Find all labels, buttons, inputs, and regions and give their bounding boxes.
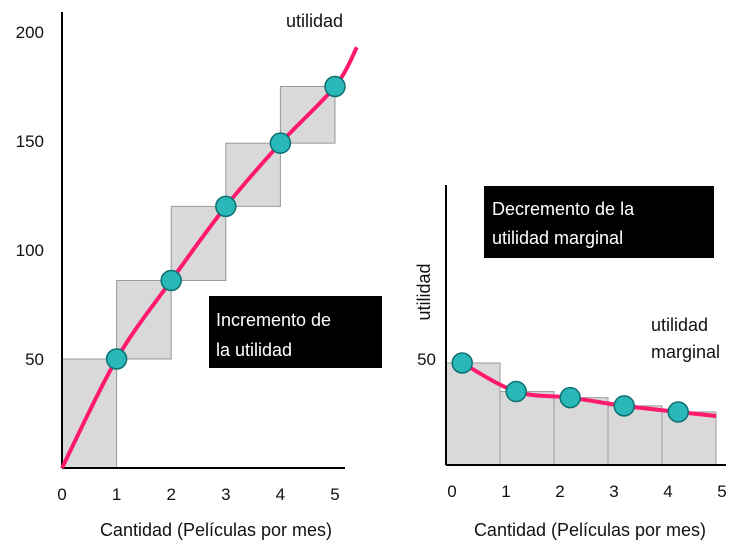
total-utility-points: [105, 75, 346, 370]
left-x-tick-labels: 0 1 2 3 4 5: [57, 485, 339, 504]
right-y-tick-labels: 50: [417, 350, 436, 369]
data-point-2: [160, 269, 182, 292]
right-x-axis-title: Cantidad (Películas por mes): [474, 520, 706, 540]
x-tick-label: 1: [112, 485, 121, 504]
data-point-5: [324, 75, 346, 98]
left-annotation-line-2: la utilidad: [216, 340, 292, 360]
marginal-point-5: [667, 401, 689, 423]
marginal-bar-2: [499, 391, 555, 466]
marginal-point-4: [613, 395, 635, 417]
left-annotation-line-1: Incremento de: [216, 310, 331, 330]
x-tick-label: 4: [663, 482, 672, 501]
left-y-tick-labels: 50 100 150 200: [16, 23, 44, 369]
marginal-bar-4: [607, 405, 663, 466]
right-series-label-1: utilidad: [651, 315, 708, 335]
data-point-4: [269, 132, 292, 154]
x-tick-label: 4: [276, 485, 285, 504]
y-tick-label: 200: [16, 23, 44, 42]
right-annotation-line-2: utilidad marginal: [492, 228, 623, 248]
y-tick-label: 150: [16, 132, 44, 151]
marginal-point-1: [451, 352, 473, 374]
x-tick-label: 5: [717, 482, 726, 501]
left-corner-label: utilidad: [286, 11, 343, 31]
y-tick-label: 50: [417, 350, 436, 369]
x-tick-label: 0: [447, 482, 456, 501]
marginal-utility-chart: 0 1 2 3 4 5 50 utilidad Cantidad (Películas p…: [414, 185, 727, 540]
right-annotation-line-1: Decremento de la: [492, 199, 635, 219]
right-annotation-box: [484, 186, 714, 258]
marginal-bar-3: [553, 397, 609, 466]
x-tick-label: 2: [555, 482, 564, 501]
y-tick-label: 50: [25, 350, 44, 369]
step-boxes: [61, 86, 336, 469]
x-tick-label: 2: [166, 485, 175, 504]
x-tick-label: 3: [609, 482, 618, 501]
right-series-label-2: marginal: [651, 342, 720, 362]
data-point-3: [215, 195, 237, 218]
marginal-point-2: [505, 380, 527, 403]
y-tick-label: 100: [16, 241, 44, 260]
x-tick-label: 3: [221, 485, 230, 504]
x-tick-label: 5: [330, 485, 339, 504]
marginal-utility-points: [451, 352, 689, 423]
data-point-1: [105, 348, 128, 370]
left-x-axis-title: Cantidad (Películas por mes): [100, 520, 332, 540]
total-utility-chart: 0 1 2 3 4 5 50 100 150 200 utilidad Cantidad (Pe…: [16, 11, 382, 540]
x-tick-label: 1: [501, 482, 510, 501]
left-annotation-box: [209, 296, 382, 368]
marginal-bar-5: [661, 411, 717, 466]
right-y-axis-title: utilidad: [414, 263, 434, 320]
marginal-point-3: [559, 386, 581, 409]
x-tick-label: 0: [57, 485, 66, 504]
right-x-tick-labels: 0 1 2 3 4 5: [447, 482, 726, 501]
